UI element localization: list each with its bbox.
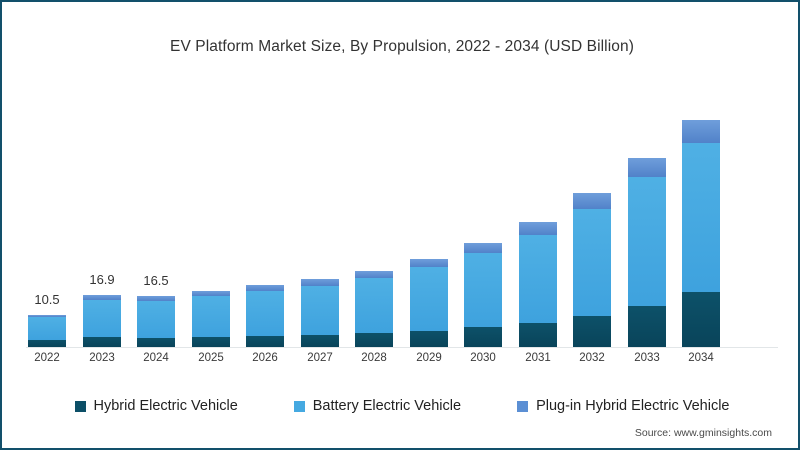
segment-battery-electric-vehicle[interactable]: [301, 285, 339, 335]
bar-2023[interactable]: [83, 295, 121, 347]
x-tick-label-2029: 2029: [416, 352, 442, 364]
bar-2029[interactable]: [410, 258, 448, 347]
bar-2031[interactable]: [519, 222, 557, 347]
segment-hybrid-electric-vehicle[interactable]: [246, 335, 284, 347]
segment-plug-in-hybrid-electric-vehicle[interactable]: [410, 258, 448, 268]
segment-plug-in-hybrid-electric-vehicle[interactable]: [246, 285, 284, 292]
x-axis-baseline: [26, 347, 778, 348]
bar-stack: [192, 291, 230, 347]
x-tick-label-2024: 2024: [143, 352, 169, 364]
bar-2034[interactable]: [682, 120, 720, 347]
x-tick-label-2026: 2026: [252, 352, 278, 364]
segment-plug-in-hybrid-electric-vehicle[interactable]: [192, 291, 230, 297]
segment-hybrid-electric-vehicle[interactable]: [192, 336, 230, 347]
segment-hybrid-electric-vehicle[interactable]: [628, 306, 666, 347]
chart-title: EV Platform Market Size, By Propulsion, …: [170, 38, 634, 55]
x-tick-label-2031: 2031: [525, 352, 551, 364]
bar-value-label-2023: 16.9: [89, 272, 115, 288]
bar-stack: [355, 271, 393, 347]
legend-label: Hybrid Electric Vehicle: [93, 398, 238, 414]
segment-battery-electric-vehicle[interactable]: [28, 317, 66, 341]
segment-battery-electric-vehicle[interactable]: [519, 234, 557, 323]
segment-battery-electric-vehicle[interactable]: [246, 291, 284, 336]
segment-plug-in-hybrid-electric-vehicle[interactable]: [682, 120, 720, 144]
bar-stack: [573, 193, 611, 347]
legend-swatch-icon: [517, 400, 529, 412]
bar-2032[interactable]: [573, 193, 611, 347]
bar-stack: [464, 242, 502, 347]
x-tick-label-2033: 2033: [634, 352, 660, 364]
bar-value-label-2024: 16.5: [143, 273, 169, 289]
bar-2027[interactable]: [301, 279, 339, 347]
x-tick-label-2025: 2025: [198, 352, 224, 364]
legend-swatch-icon: [74, 400, 86, 412]
bar-2024[interactable]: [137, 296, 175, 347]
bar-stack: [410, 258, 448, 347]
segment-battery-electric-vehicle[interactable]: [355, 278, 393, 334]
x-tick-label-2022: 2022: [34, 352, 60, 364]
segment-plug-in-hybrid-electric-vehicle[interactable]: [355, 271, 393, 279]
segment-battery-electric-vehicle[interactable]: [83, 299, 121, 338]
segment-battery-electric-vehicle[interactable]: [410, 267, 448, 331]
legend-item-1[interactable]: Hybrid Electric Vehicle: [74, 398, 238, 414]
bar-stack: [83, 295, 121, 347]
bar-stack: [246, 285, 284, 347]
segment-hybrid-electric-vehicle[interactable]: [83, 337, 121, 347]
segment-plug-in-hybrid-electric-vehicle[interactable]: [137, 296, 175, 301]
x-tick-label-2032: 2032: [579, 352, 605, 364]
bar-stack: [682, 120, 720, 347]
bar-stack: [301, 279, 339, 347]
chart-legend: Hybrid Electric Vehicle Battery Electric …: [2, 398, 800, 414]
segment-hybrid-electric-vehicle[interactable]: [301, 334, 339, 347]
segment-hybrid-electric-vehicle[interactable]: [137, 337, 175, 347]
legend-label: Battery Electric Vehicle: [312, 398, 462, 414]
x-tick-label-2027: 2027: [307, 352, 333, 364]
segment-battery-electric-vehicle[interactable]: [137, 300, 175, 338]
segment-plug-in-hybrid-electric-vehicle[interactable]: [519, 222, 557, 235]
bar-stack: [519, 222, 557, 347]
bar-value-label-2022: 10.5: [34, 291, 60, 307]
segment-battery-electric-vehicle[interactable]: [628, 177, 666, 307]
segment-plug-in-hybrid-electric-vehicle[interactable]: [83, 295, 121, 300]
segment-battery-electric-vehicle[interactable]: [192, 296, 230, 337]
segment-battery-electric-vehicle[interactable]: [464, 252, 502, 328]
segment-hybrid-electric-vehicle[interactable]: [519, 322, 557, 347]
segment-plug-in-hybrid-electric-vehicle[interactable]: [464, 242, 502, 253]
source-attribution: Source: www.gminsights.com: [634, 427, 772, 439]
bar-2030[interactable]: [464, 242, 502, 347]
segment-plug-in-hybrid-electric-vehicle[interactable]: [28, 314, 66, 318]
x-tick-label-2030: 2030: [470, 352, 496, 364]
legend-swatch-icon: [293, 400, 305, 412]
bar-2026[interactable]: [246, 285, 284, 347]
segment-battery-electric-vehicle[interactable]: [573, 208, 611, 317]
segment-hybrid-electric-vehicle[interactable]: [682, 292, 720, 347]
segment-hybrid-electric-vehicle[interactable]: [355, 333, 393, 347]
bar-2028[interactable]: [355, 271, 393, 347]
segment-hybrid-electric-vehicle[interactable]: [573, 316, 611, 347]
x-tick-label-2023: 2023: [89, 352, 115, 364]
x-tick-label-2034: 2034: [688, 352, 714, 364]
segment-plug-in-hybrid-electric-vehicle[interactable]: [628, 157, 666, 178]
segment-plug-in-hybrid-electric-vehicle[interactable]: [301, 279, 339, 286]
segment-plug-in-hybrid-electric-vehicle[interactable]: [573, 193, 611, 209]
segment-hybrid-electric-vehicle[interactable]: [28, 340, 66, 347]
segment-hybrid-electric-vehicle[interactable]: [464, 327, 502, 347]
segment-battery-electric-vehicle[interactable]: [682, 143, 720, 293]
segment-hybrid-electric-vehicle[interactable]: [410, 330, 448, 347]
bar-2025[interactable]: [192, 291, 230, 347]
legend-item-3[interactable]: Plug-in Hybrid Electric Vehicle: [517, 398, 729, 414]
legend-label: Plug-in Hybrid Electric Vehicle: [536, 398, 730, 414]
legend-item-2[interactable]: Battery Electric Vehicle: [293, 398, 462, 414]
x-tick-label-2028: 2028: [361, 352, 387, 364]
bar-stack: [628, 157, 666, 347]
bar-stack: [28, 314, 66, 347]
bar-stack: [137, 296, 175, 347]
bar-2022[interactable]: [28, 314, 66, 347]
bar-2033[interactable]: [628, 157, 666, 347]
